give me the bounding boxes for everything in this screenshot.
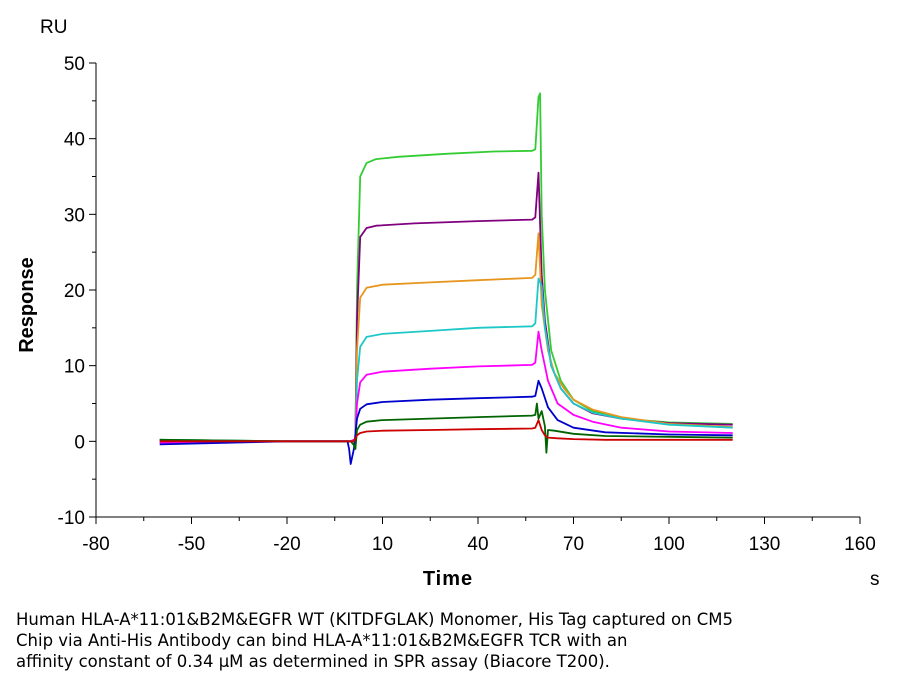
series-line-3: [159, 232, 733, 443]
y-axis-title: Response: [16, 257, 38, 353]
caption-line-2: Chip via Anti-His Antibody can bind HLA-…: [16, 631, 628, 650]
caption-line-3: affinity constant of 0.34 μM as determin…: [16, 652, 610, 671]
series-line-8: [159, 419, 733, 443]
series-line-6: [159, 379, 733, 465]
x-tick-label: 40: [467, 534, 488, 555]
x-tick-label: -80: [82, 534, 109, 555]
series-line-7: [159, 402, 733, 454]
x-tick-label: -50: [178, 534, 205, 555]
y-tick-label: 20: [64, 281, 85, 302]
x-tick-label: 70: [563, 534, 584, 555]
series-line-1: [159, 92, 733, 443]
y-tick-label: -10: [58, 508, 85, 529]
series-line-5: [159, 330, 733, 444]
y-unit-label: RU: [40, 17, 67, 38]
y-tick-label: 30: [64, 205, 85, 226]
caption-line-1: Human HLA-A*11:01&B2M&EGFR WT (KITDFGLAK…: [16, 610, 734, 629]
y-tick-label: 40: [64, 130, 85, 151]
figure-caption: Human HLA-A*11:01&B2M&EGFR WT (KITDFGLAK…: [16, 609, 876, 672]
x-unit-label: s: [870, 569, 880, 590]
x-tick-label: 160: [844, 534, 876, 555]
x-tick-label: 10: [372, 534, 393, 555]
x-tick-label: 100: [653, 534, 685, 555]
x-tick-label: -20: [273, 534, 300, 555]
x-tick-label: 130: [749, 534, 781, 555]
series-line-4: [159, 277, 733, 443]
y-tick-label: 50: [64, 54, 85, 75]
series-line-2: [159, 171, 733, 443]
y-tick-label: 0: [74, 432, 85, 453]
axes: -10 0 10 20 30 40 50 -80 -50 -20 10 40 70 100 130 160: [58, 54, 876, 555]
y-tick-label: 10: [64, 357, 85, 378]
x-axis-title: Time: [423, 568, 473, 590]
series-layer: [159, 92, 733, 465]
spr-sensorgram-chart: -10 0 10 20 30 40 50 -80 -50 -20 10 40 70 100 130 160 R…: [16, 17, 880, 590]
